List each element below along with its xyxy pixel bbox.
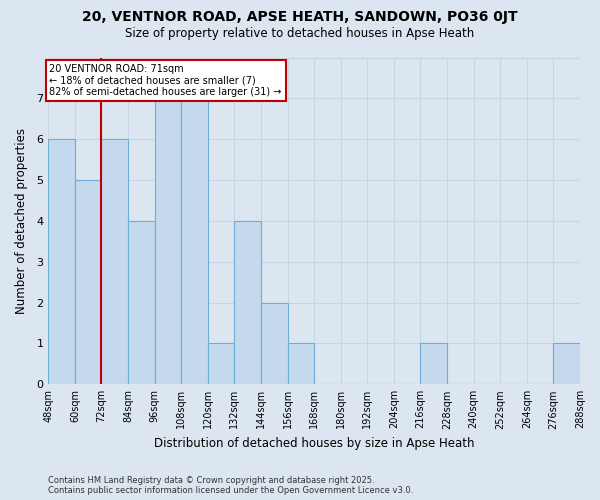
Bar bbox=[287, 344, 314, 384]
X-axis label: Distribution of detached houses by size in Apse Heath: Distribution of detached houses by size … bbox=[154, 437, 475, 450]
Bar bbox=[181, 98, 208, 385]
Bar bbox=[75, 180, 101, 384]
Bar bbox=[208, 344, 235, 384]
Text: 20 VENTNOR ROAD: 71sqm
← 18% of detached houses are smaller (7)
82% of semi-deta: 20 VENTNOR ROAD: 71sqm ← 18% of detached… bbox=[49, 64, 282, 97]
Bar bbox=[235, 221, 261, 384]
Bar bbox=[49, 139, 75, 384]
Bar bbox=[421, 344, 447, 384]
Bar bbox=[553, 344, 580, 384]
Y-axis label: Number of detached properties: Number of detached properties bbox=[15, 128, 28, 314]
Bar bbox=[155, 98, 181, 385]
Text: Contains HM Land Registry data © Crown copyright and database right 2025.
Contai: Contains HM Land Registry data © Crown c… bbox=[48, 476, 413, 495]
Text: 20, VENTNOR ROAD, APSE HEATH, SANDOWN, PO36 0JT: 20, VENTNOR ROAD, APSE HEATH, SANDOWN, P… bbox=[82, 10, 518, 24]
Bar bbox=[101, 139, 128, 384]
Bar bbox=[128, 221, 155, 384]
Text: Size of property relative to detached houses in Apse Heath: Size of property relative to detached ho… bbox=[125, 28, 475, 40]
Bar bbox=[261, 302, 287, 384]
